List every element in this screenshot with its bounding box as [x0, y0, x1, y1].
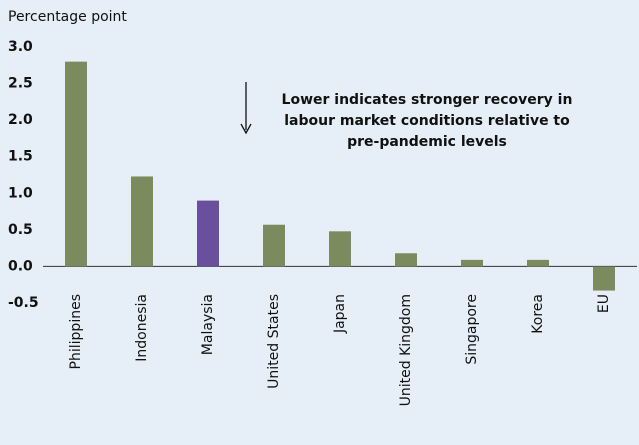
y-tick-label: 2.5: [8, 76, 33, 92]
bar: [329, 231, 351, 267]
x-tick-label: United States: [266, 294, 282, 389]
bar: [593, 266, 615, 291]
x-tick-label: Korea: [530, 294, 546, 334]
x-tick-label: Malaysia: [200, 294, 216, 355]
bar: [131, 176, 153, 267]
x-tick-label: United Kingdom: [398, 294, 414, 406]
y-tick-label: 1.5: [8, 149, 33, 165]
annotation: labour market conditions relative to: [284, 113, 570, 129]
bar: [395, 253, 417, 267]
y-tick-label: 3.0: [8, 39, 33, 55]
x-tick-label: Indonesia: [134, 294, 150, 362]
bar: [263, 224, 285, 267]
bar: [197, 200, 219, 267]
y-tick-label: -0.5: [8, 295, 39, 311]
x-tick-label: Philippines: [68, 294, 84, 369]
bar: [461, 259, 483, 267]
y-tick-label: 0.5: [8, 222, 33, 238]
bar: [65, 61, 87, 267]
arrow-head: [240, 123, 252, 135]
annotation: pre-pandemic levels: [347, 134, 507, 150]
annotation: Lower indicates stronger recovery in: [282, 92, 573, 108]
y-tick-label: 2.0: [8, 112, 33, 128]
x-tick-label: Japan: [332, 294, 348, 334]
x-tick-label: Singapore: [464, 294, 480, 365]
y-tick-label: 1.0: [8, 185, 33, 201]
bar: [527, 259, 549, 267]
y-tick-label: 0.0: [8, 258, 33, 274]
y-axis-label: Percentage point: [8, 9, 127, 25]
x-tick-label: EU: [596, 294, 612, 313]
